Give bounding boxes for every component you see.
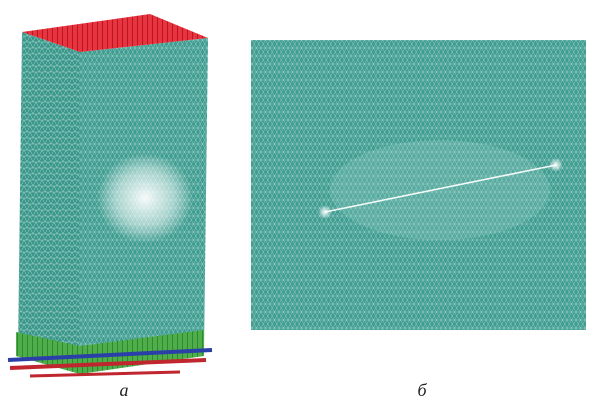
- refined-zone: [330, 140, 550, 240]
- panel-b: б: [251, 40, 586, 400]
- crack-tip: [549, 158, 563, 172]
- panel-label: б: [417, 380, 427, 400]
- panel-a: а: [8, 14, 212, 400]
- block-side: [18, 32, 80, 370]
- panel-label: а: [120, 380, 129, 400]
- damage-zone: [97, 153, 193, 243]
- support-arrow: [30, 372, 180, 376]
- crack-tip: [318, 205, 332, 219]
- figure: а б: [0, 0, 598, 402]
